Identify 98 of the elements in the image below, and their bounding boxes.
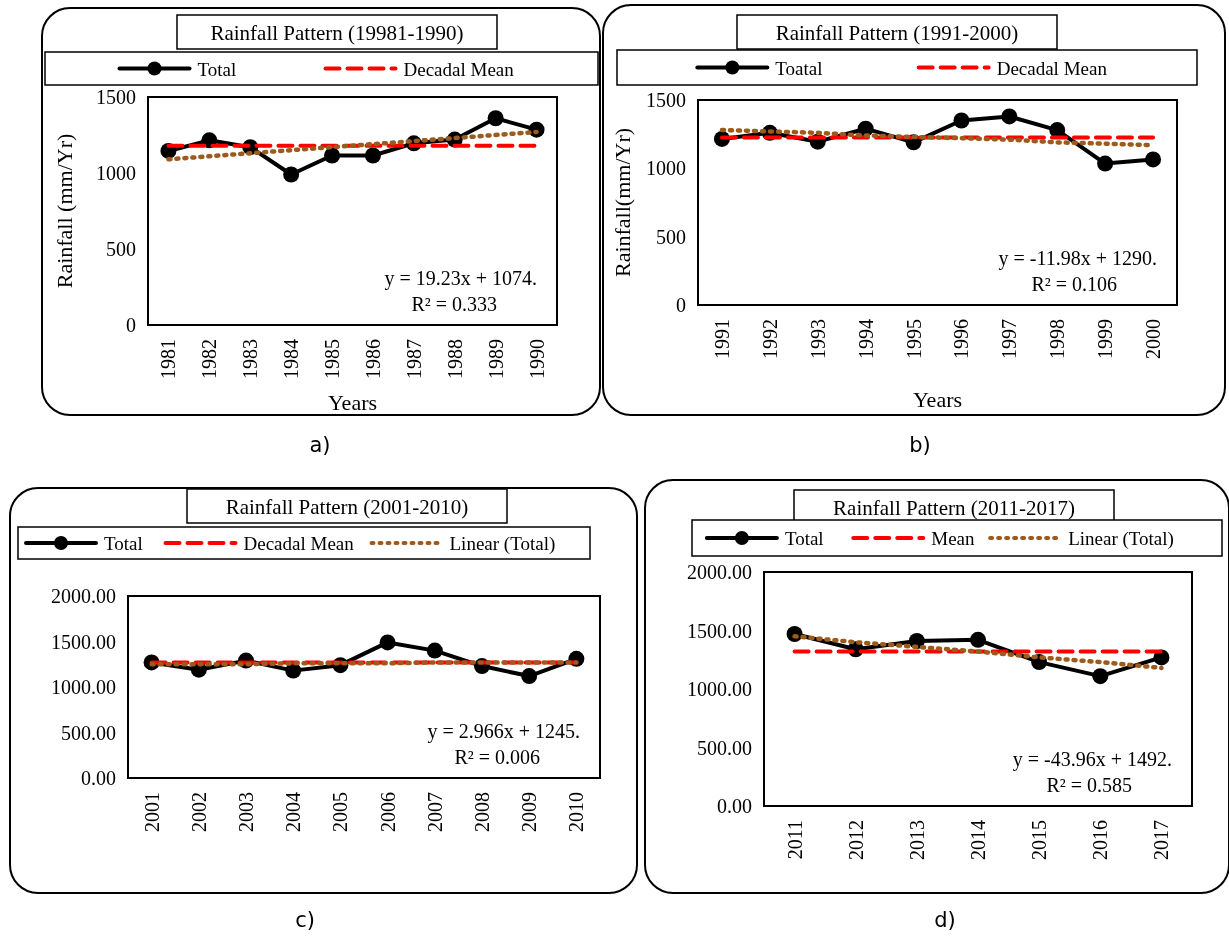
x-tick-label: 1995	[902, 319, 925, 359]
x-tick-label: 2002	[187, 792, 210, 832]
point	[1097, 155, 1114, 172]
point	[324, 147, 341, 164]
y-tick-label: 2000.00	[687, 561, 752, 583]
x-tick-label: 1982	[198, 339, 221, 379]
x-tick-label: 2005	[329, 792, 352, 832]
x-tick-label: 1996	[950, 319, 973, 359]
y-tick-label: 1500.00	[687, 619, 752, 642]
annotation: y = -11.98x + 1290.	[998, 247, 1157, 270]
y-tick-label: 0	[126, 314, 136, 336]
legend-label: Total	[104, 533, 143, 554]
point	[487, 110, 504, 127]
y-tick-label: 0.00	[81, 767, 116, 789]
annotation: R² = 0.106	[1031, 273, 1117, 295]
x-tick-label: 2000	[1142, 319, 1165, 359]
x-tick-label: 1984	[280, 339, 303, 379]
y-tick-label: 1500	[96, 86, 136, 108]
x-tick-label: 2001	[140, 792, 163, 832]
x-tick-label: 2003	[235, 792, 257, 832]
x-tick-label: 2009	[518, 792, 541, 832]
x-tick-label: 2011	[783, 820, 806, 860]
x-tick-label: 2013	[905, 820, 928, 860]
y-tick-label: 1000	[96, 162, 136, 184]
text: c)	[295, 908, 315, 932]
point	[283, 166, 300, 183]
x-tick-label: 1983	[239, 339, 262, 379]
point	[364, 147, 381, 164]
chart-title: Rainfall Pattern (19981-1990)	[210, 21, 464, 45]
text: a)	[309, 433, 331, 457]
annotation: y = 2.966x + 1245.	[427, 720, 580, 743]
annotation: y = -43.96x + 1492.	[1012, 748, 1172, 771]
annotation: y = 19.23x + 1074.	[384, 267, 537, 290]
x-tick-label: 1981	[157, 339, 180, 379]
x-axis-title: Years	[327, 390, 378, 415]
x-tick-label: 2016	[1089, 820, 1112, 860]
chart-title: Rainfall Pattern (2011-2017)	[833, 496, 1075, 520]
x-axis-title: Years	[912, 387, 963, 412]
x-tick-label: 1990	[525, 339, 548, 379]
x-tick-label: 2015	[1028, 820, 1051, 860]
legend-label: Decadal Mean	[996, 57, 1108, 79]
x-tick-label: 2007	[423, 792, 446, 832]
text: d)	[934, 908, 956, 932]
x-tick-label: 1994	[854, 319, 877, 359]
y-tick-label: 500	[106, 238, 136, 260]
x-tick-label: 1989	[484, 339, 507, 379]
legend-label: Decadal Mean	[243, 533, 355, 554]
y-tick-label: 1000.00	[51, 676, 116, 698]
point	[379, 634, 396, 651]
y-tick-label: 2000.00	[51, 585, 116, 607]
legend-label: Decadal Mean	[403, 58, 515, 80]
x-tick-label: 1993	[806, 319, 829, 359]
x-tick-label: 2004	[282, 792, 305, 832]
legend-label: Linear (Total)	[449, 533, 556, 555]
x-tick-label: 2006	[376, 792, 399, 832]
x-tick-label: 1992	[758, 319, 781, 359]
x-tick-label: 2012	[844, 820, 867, 860]
y-tick-label: 0.00	[717, 795, 752, 817]
x-tick-label: 2014	[967, 820, 989, 860]
legend-label: Toatal	[775, 57, 823, 79]
x-tick-label: 1991	[710, 319, 733, 359]
point	[1001, 108, 1018, 125]
y-tick-label: 1500.00	[51, 630, 116, 653]
chart-title: Rainfall Pattern (2001-2010)	[225, 495, 469, 519]
annotation: R² = 0.006	[454, 746, 540, 768]
annotation: R² = 0.585	[1046, 774, 1132, 796]
point	[1092, 668, 1109, 685]
legend-label: Mean	[931, 528, 976, 549]
annotation: R² = 0.333	[411, 293, 497, 315]
chart-title: Rainfall Pattern (1991-2000)	[775, 21, 1019, 45]
y-tick-label: 0	[676, 294, 686, 316]
legend-label: Linear (Total)	[1068, 528, 1174, 550]
y-tick-label: 1000.00	[687, 678, 752, 700]
y-axis-title: Rainfall(mm/Yr)	[610, 127, 635, 278]
x-tick-label: 2010	[565, 792, 588, 832]
point	[1145, 151, 1162, 168]
x-tick-label: 2008	[471, 792, 493, 832]
text: b)	[909, 433, 931, 457]
x-tick-label: 1988	[443, 339, 466, 379]
x-tick-label: 1998	[1046, 319, 1069, 359]
y-axis-title: Rainfall (mm/Yr)	[52, 133, 77, 289]
x-tick-label: 1997	[998, 319, 1021, 359]
point	[970, 631, 986, 648]
y-tick-label: 1500	[646, 89, 686, 111]
point	[521, 668, 538, 685]
y-tick-label: 500.00	[697, 736, 752, 759]
point	[426, 642, 443, 659]
x-tick-label: 1987	[402, 339, 425, 379]
x-tick-label: 2017	[1150, 820, 1173, 860]
y-tick-label: 500.00	[61, 721, 116, 744]
x-tick-label: 1999	[1094, 319, 1117, 359]
legend-label: Total	[784, 528, 824, 549]
x-tick-label: 1986	[361, 339, 384, 379]
x-tick-label: 1985	[321, 339, 344, 379]
point	[953, 112, 970, 129]
y-tick-label: 500	[656, 225, 686, 248]
y-tick-label: 1000	[646, 157, 686, 180]
legend-label: Total	[197, 58, 237, 80]
